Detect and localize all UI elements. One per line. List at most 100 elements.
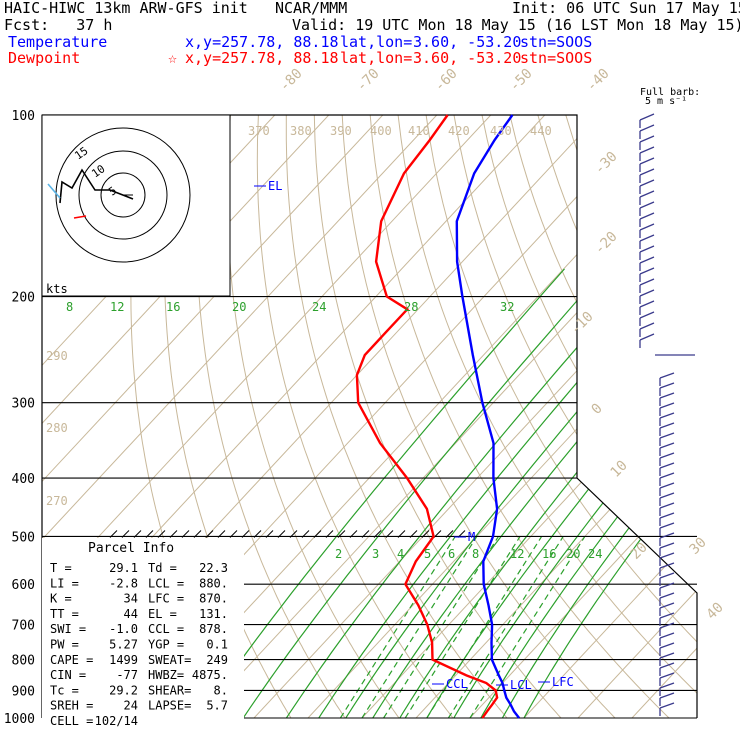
isotherm-tick-label: -20 (592, 229, 621, 258)
hatch-mark (169, 530, 178, 538)
star-icon: ☆ (168, 49, 178, 67)
init-time: Init: 06 UTC Sun 17 May 15 (512, 0, 740, 17)
isotherm-line (42, 115, 492, 718)
hatch-mark (397, 530, 406, 538)
frame-outline (42, 114, 698, 718)
barb-legend-title: Full barb: (640, 87, 700, 98)
parcel-row-label2: LAPSE= (148, 699, 191, 713)
wind-barb (659, 482, 675, 489)
hodograph-ring (100, 172, 146, 218)
parcel-row-value2: 878. (199, 622, 228, 636)
mixing-tick-label-upper: 16 (166, 300, 180, 314)
theta-tick-label: 270 (46, 494, 68, 508)
dry-adiabat-line (693, 115, 697, 718)
isotherm-tick-label: 40 (704, 600, 727, 623)
wind-barb (659, 372, 675, 379)
theta-tick-label: 290 (46, 349, 68, 363)
pressure-tick-label: 100 (12, 109, 35, 124)
parcel-row-label: Tc = (50, 683, 79, 697)
pressure-tick-label: 400 (12, 472, 35, 487)
dry-adiabat-line (721, 87, 740, 730)
dewpoint-latlon-label: lat,lon= (340, 49, 413, 67)
wind-barb (659, 522, 675, 529)
moist-adiabat-line (399, 268, 697, 718)
parcel-row-label: CIN = (50, 668, 86, 682)
dry-adiabat-line (227, 115, 409, 718)
parcel-row-value: -2.8 (109, 576, 138, 590)
isotherm-line (631, 115, 697, 718)
pressure-tick-label: 900 (12, 684, 35, 699)
parcel-row-label: LI = (50, 576, 79, 590)
parcel-level-label: LCL (510, 678, 532, 692)
wind-barb (659, 672, 675, 679)
parcel-row-value: -77 (116, 668, 138, 682)
wind-barb (659, 592, 675, 599)
wind-barb (659, 552, 675, 559)
parcel-row-value: 1499 (109, 653, 138, 667)
dry-adiabat-line (476, 115, 697, 718)
isotherm-tick-label: 20 (628, 540, 651, 563)
hatch-mark (445, 530, 454, 538)
hatch-mark (421, 530, 430, 538)
org-label: NCAR/MMM (275, 0, 348, 17)
pressure-tick-label: 700 (12, 619, 35, 634)
parcel-row-value: 102/14 (95, 714, 138, 728)
dry-adiabat-line (195, 115, 355, 718)
parcel-row-label: SWI = (50, 622, 86, 636)
parcel-annotations: EL LFC LCL CCL M (254, 179, 574, 692)
parcel-row-label: CAPE = (50, 653, 93, 667)
wind-barb (639, 267, 655, 275)
moist-adiabat-line (285, 268, 647, 718)
isotherm-tick-label: 0 (589, 401, 606, 418)
dewpoint-line (355, 114, 499, 719)
wind-barb (659, 512, 675, 519)
hatch-mark (145, 530, 154, 538)
pressure-tick-label: 1000 (4, 712, 35, 727)
mixing-ratio-line (361, 536, 478, 718)
theta-tick-label: 370 (248, 124, 270, 138)
barb-legend-unit: 5 m s⁻¹ (645, 96, 687, 107)
wind-barb (639, 146, 655, 154)
wind-barb (659, 382, 675, 389)
hatch-mark (133, 530, 142, 538)
hatch-mark (301, 530, 310, 538)
parcel-row-label2: Td = (148, 561, 177, 575)
wind-barb (659, 542, 675, 549)
isotherm-tick-label: -50 (507, 66, 536, 95)
temperature-station: stn=SOOS (520, 33, 593, 51)
hodograph-ring (55, 127, 191, 263)
axis-labels: -80 -70 -60 -50 -40 -30 -20 -10 0 10 20 30 40 370 380 3… (46, 66, 727, 623)
parcel-row-label2: YGP = (148, 638, 184, 652)
parcel-info-table: Parcel Info T = 29.1 Td = 22.3 LI = -2.8 LCL = 8… (42, 538, 244, 728)
wind-barb (639, 190, 655, 198)
profile-series (355, 114, 521, 719)
temperature-legend: Temperature (8, 33, 108, 51)
wind-barb (639, 113, 655, 121)
parcel-row-label: PW = (50, 638, 79, 652)
mixing-ratio-line (404, 536, 521, 718)
theta-tick-label: 420 (448, 124, 470, 138)
parcel-row-label: SREH = (50, 699, 93, 713)
hatch-mark (313, 530, 322, 538)
pressure-tick-label: 300 (12, 397, 35, 412)
wind-barb (639, 234, 655, 242)
theta-tick-label: 410 (408, 124, 430, 138)
hodograph-unit-label: kts (46, 282, 68, 296)
parcel-row-label2: CCL = (148, 622, 184, 636)
parcel-row-value2: 0.1 (206, 638, 228, 652)
isotherm-tick-label: -80 (277, 66, 306, 95)
isotherm-tick-label: -70 (354, 66, 383, 95)
parcel-level-label: M (468, 530, 475, 544)
moist-adiabat-line (523, 268, 697, 718)
hatch-mark (265, 530, 274, 538)
parcel-row-value2: 5.7 (206, 699, 228, 713)
wind-barb (639, 124, 655, 132)
wind-barb (639, 179, 655, 187)
parcel-row-value: 34 (124, 592, 138, 606)
mixing-ratio-line (447, 536, 564, 718)
moist-adiabat-line (426, 268, 697, 718)
wind-barb (659, 632, 675, 639)
parcel-row-label2: LFC = (148, 592, 184, 606)
